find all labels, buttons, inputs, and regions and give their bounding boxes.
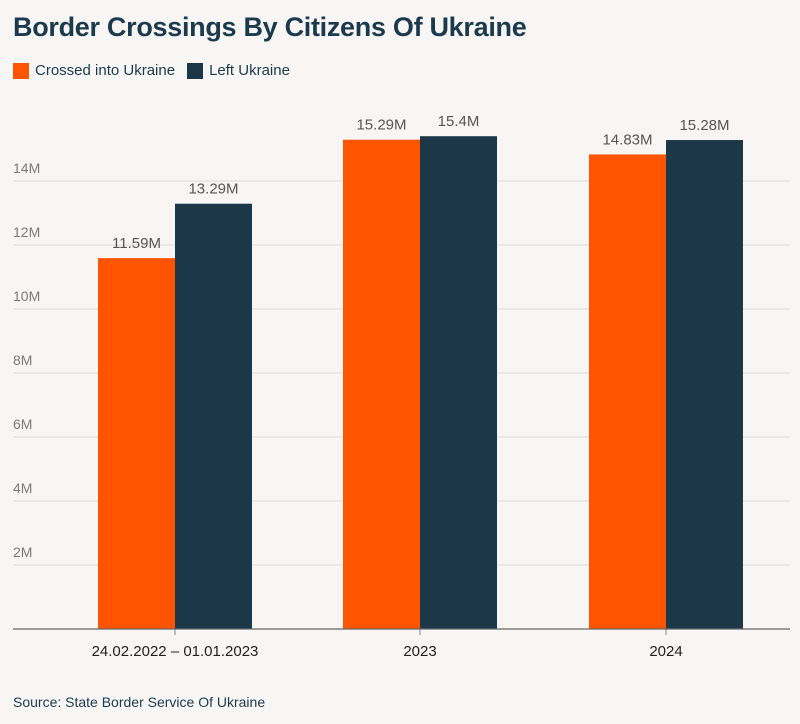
y-tick-label: 6M <box>13 416 32 432</box>
bar <box>589 154 666 629</box>
legend: Crossed into Ukraine Left Ukraine <box>13 62 302 79</box>
legend-swatch-crossed-into <box>13 62 29 79</box>
y-tick-label: 8M <box>13 352 32 368</box>
data-label: 15.29M <box>356 117 406 134</box>
bar <box>666 140 743 630</box>
x-tick-label: 24.02.2022 – 01.01.2023 <box>92 643 259 660</box>
y-tick-label: 4M <box>13 480 32 496</box>
data-label: 13.29M <box>188 181 238 198</box>
y-tick-label: 12M <box>13 224 40 240</box>
x-tick-label: 2023 <box>403 643 436 660</box>
legend-item-left: Left Ukraine <box>187 62 290 79</box>
y-tick-label: 14M <box>13 160 40 176</box>
data-label: 15.4M <box>438 113 480 130</box>
y-tick-label: 2M <box>13 544 32 560</box>
bar <box>175 203 252 629</box>
source-note: Source: State Border Service Of Ukraine <box>13 694 266 710</box>
bar <box>420 136 497 629</box>
chart-title: Border Crossings By Citizens Of Ukraine <box>13 12 527 42</box>
data-label: 11.59M <box>112 235 161 252</box>
bar <box>343 139 420 629</box>
x-tick-label: 2024 <box>649 643 682 660</box>
legend-swatch-left <box>187 62 204 79</box>
legend-label-crossed-into: Crossed into Ukraine <box>35 62 176 79</box>
y-tick-label: 10M <box>13 288 40 304</box>
legend-label-left: Left Ukraine <box>209 62 290 79</box>
legend-item-crossed-into: Crossed into Ukraine <box>13 62 175 79</box>
data-label: 15.28M <box>679 117 729 134</box>
bar <box>98 258 175 629</box>
data-label: 14.83M <box>602 131 652 148</box>
